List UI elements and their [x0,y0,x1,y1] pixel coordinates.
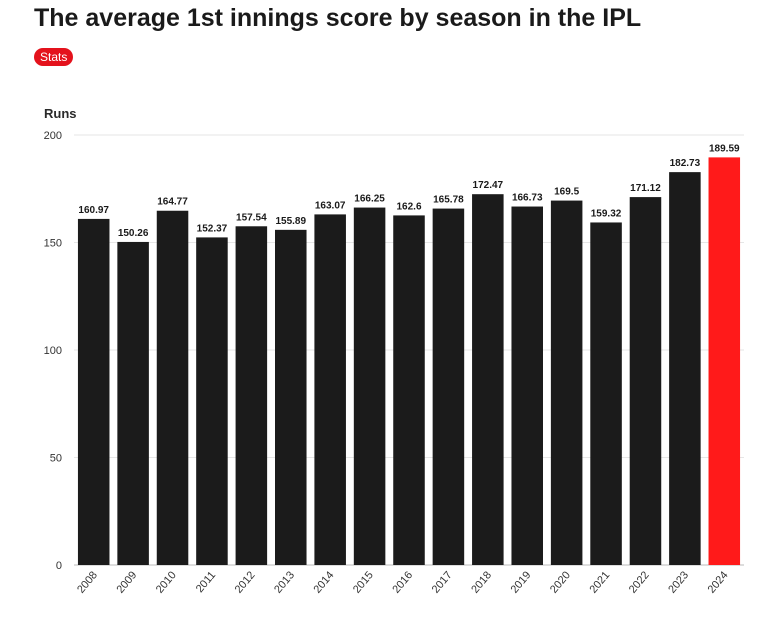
value-label-2011: 152.37 [197,223,228,234]
value-label-2016: 162.6 [396,201,421,212]
value-label-2019: 166.73 [512,193,543,204]
bar-2008[interactable] [77,218,110,566]
y-axis-ticks: 0 50 100 150 200 [44,130,62,572]
x-tick-label-2012: 2012 [233,569,258,595]
x-tick-label-2011: 2011 [194,569,218,595]
bar-2022[interactable] [629,197,662,566]
value-label-2012: 157.54 [236,212,267,223]
value-label-2008: 160.97 [78,205,109,216]
x-tick-label-2023: 2023 [666,569,691,595]
bar-2019[interactable] [511,206,543,565]
y-tick-label: 200 [44,130,62,142]
x-tick-label-2024: 2024 [706,569,731,595]
bars [77,157,741,566]
bar-2011[interactable] [196,237,228,566]
value-label-2015: 166.25 [354,194,385,205]
x-axis-ticks: 2008 2009 2010 2011 2012 2013 2014 2015 2016 2017… [75,569,731,595]
value-label-2014: 163.07 [315,200,346,211]
x-tick-label-2022: 2022 [627,569,652,595]
x-tick-label-2009: 2009 [114,569,139,595]
stats-badge[interactable]: Stats [34,48,74,66]
x-tick-label-2008: 2008 [75,569,100,595]
x-tick-label-2013: 2013 [272,569,297,595]
chart-title: The average 1st innings score by season … [34,4,642,32]
x-tick-label-2020: 2020 [548,569,573,595]
bar-2014[interactable] [314,214,346,565]
x-tick-label-2016: 2016 [390,569,415,595]
y-tick-label: 150 [44,238,62,250]
x-tick-label-2019: 2019 [509,569,534,595]
bar-2010[interactable] [156,210,189,565]
value-label-2021: 159.32 [591,208,622,219]
bar-2017[interactable] [432,208,465,565]
value-label-2020: 169.5 [554,187,579,198]
value-label-2013: 155.89 [275,216,306,227]
bar-2013[interactable] [275,229,307,566]
x-tick-label-2021: 2021 [587,569,612,595]
bar-2012[interactable] [235,226,268,565]
value-label-2024: 189.59 [709,143,740,154]
bar-2016[interactable] [393,215,425,565]
y-tick-label: 0 [56,560,62,572]
value-labels: 160.97 150.26 164.77 152.37 157.54 155.89 163.… [78,143,740,239]
bar-2018[interactable] [472,194,504,565]
value-label-2018: 172.47 [473,180,504,191]
x-tick-label-2010: 2010 [154,569,179,595]
value-label-2023: 182.73 [670,158,701,169]
y-axis-title: Runs [44,106,77,121]
bar-2015[interactable] [353,207,386,565]
value-label-2022: 171.12 [630,183,661,194]
bar-2023[interactable] [669,172,701,565]
value-label-2010: 164.77 [157,197,188,208]
value-label-2017: 165.78 [433,195,464,206]
bar-2024[interactable] [708,157,741,565]
x-tick-label-2017: 2017 [430,569,455,595]
value-label-2009: 150.26 [118,228,149,239]
x-tick-label-2018: 2018 [469,569,494,595]
y-tick-label: 100 [44,345,62,357]
bar-2020[interactable] [550,200,583,565]
y-tick-label: 50 [50,453,62,465]
bar-2021[interactable] [590,222,622,565]
x-tick-label-2015: 2015 [351,569,376,595]
x-tick-label-2014: 2014 [312,569,337,595]
bar-2009[interactable] [117,241,149,566]
